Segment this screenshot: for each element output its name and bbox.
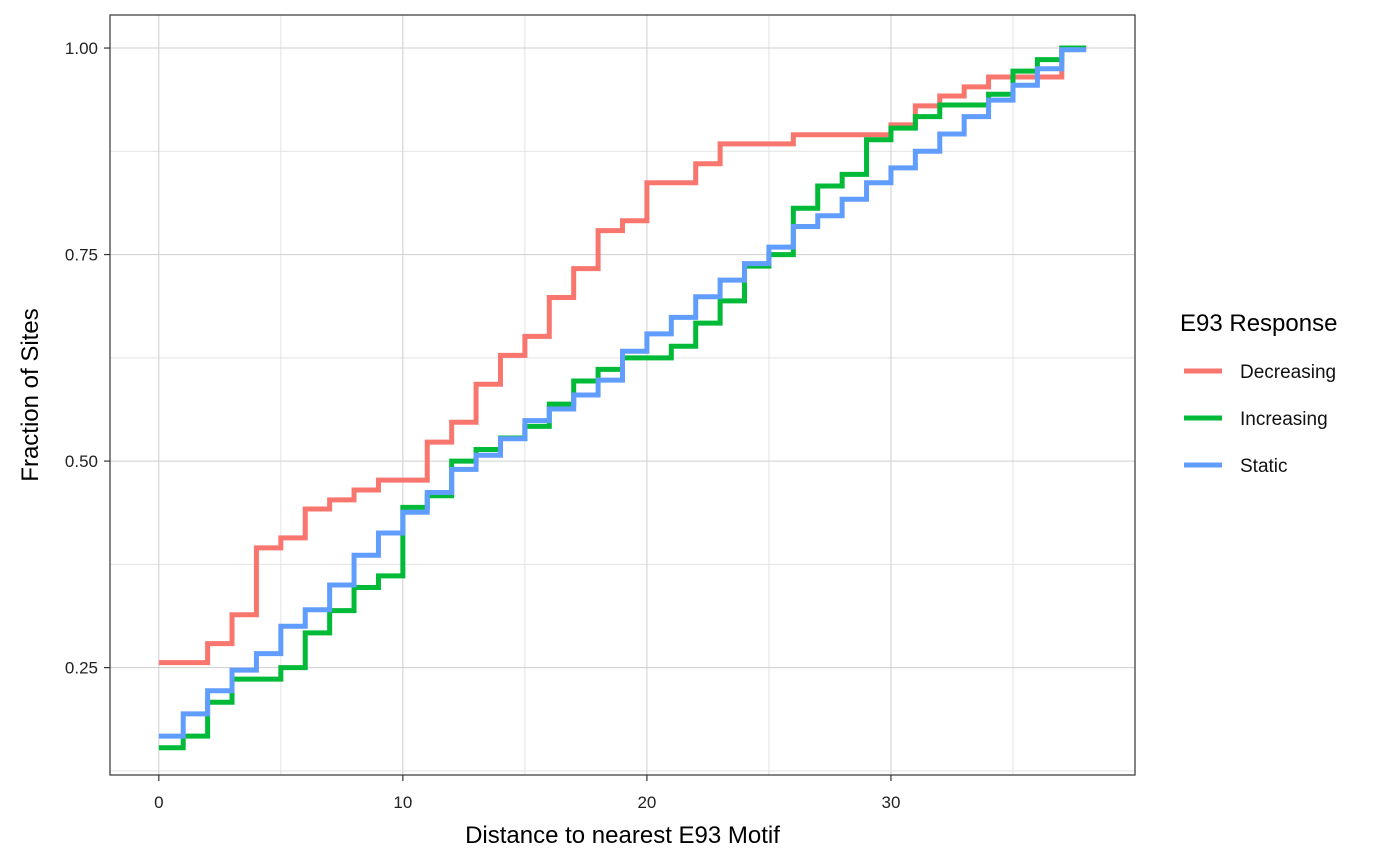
legend-label-decreasing: Decreasing xyxy=(1240,362,1336,383)
y-tick-label: 0.75 xyxy=(65,246,98,265)
y-tick-label: 0.50 xyxy=(65,452,98,471)
x-axis-title: Distance to nearest E93 Motif xyxy=(465,822,780,849)
legend-title: E93 Response xyxy=(1180,310,1337,337)
grid-major xyxy=(110,15,1135,775)
series-line-static xyxy=(158,47,1087,739)
x-axis: 0 10 20 30 xyxy=(154,775,900,812)
legend-label-increasing: Increasing xyxy=(1240,409,1328,430)
series-layer xyxy=(158,45,1087,751)
x-tick-label: 10 xyxy=(393,793,412,812)
y-axis-title: Fraction of Sites xyxy=(17,308,44,481)
y-axis: 0.25 0.50 0.75 1.00 xyxy=(65,39,110,678)
legend: E93 Response Decreasing Increasing Static xyxy=(1180,310,1337,477)
x-tick-label: 30 xyxy=(881,793,900,812)
y-tick-label: 0.25 xyxy=(65,659,98,678)
panel-border xyxy=(109,14,1136,776)
legend-label-static: Static xyxy=(1240,456,1288,477)
y-tick-label: 1.00 xyxy=(65,39,98,58)
series-line-decreasing xyxy=(158,45,1087,666)
x-tick-label: 20 xyxy=(637,793,656,812)
x-tick-label: 0 xyxy=(154,793,163,812)
